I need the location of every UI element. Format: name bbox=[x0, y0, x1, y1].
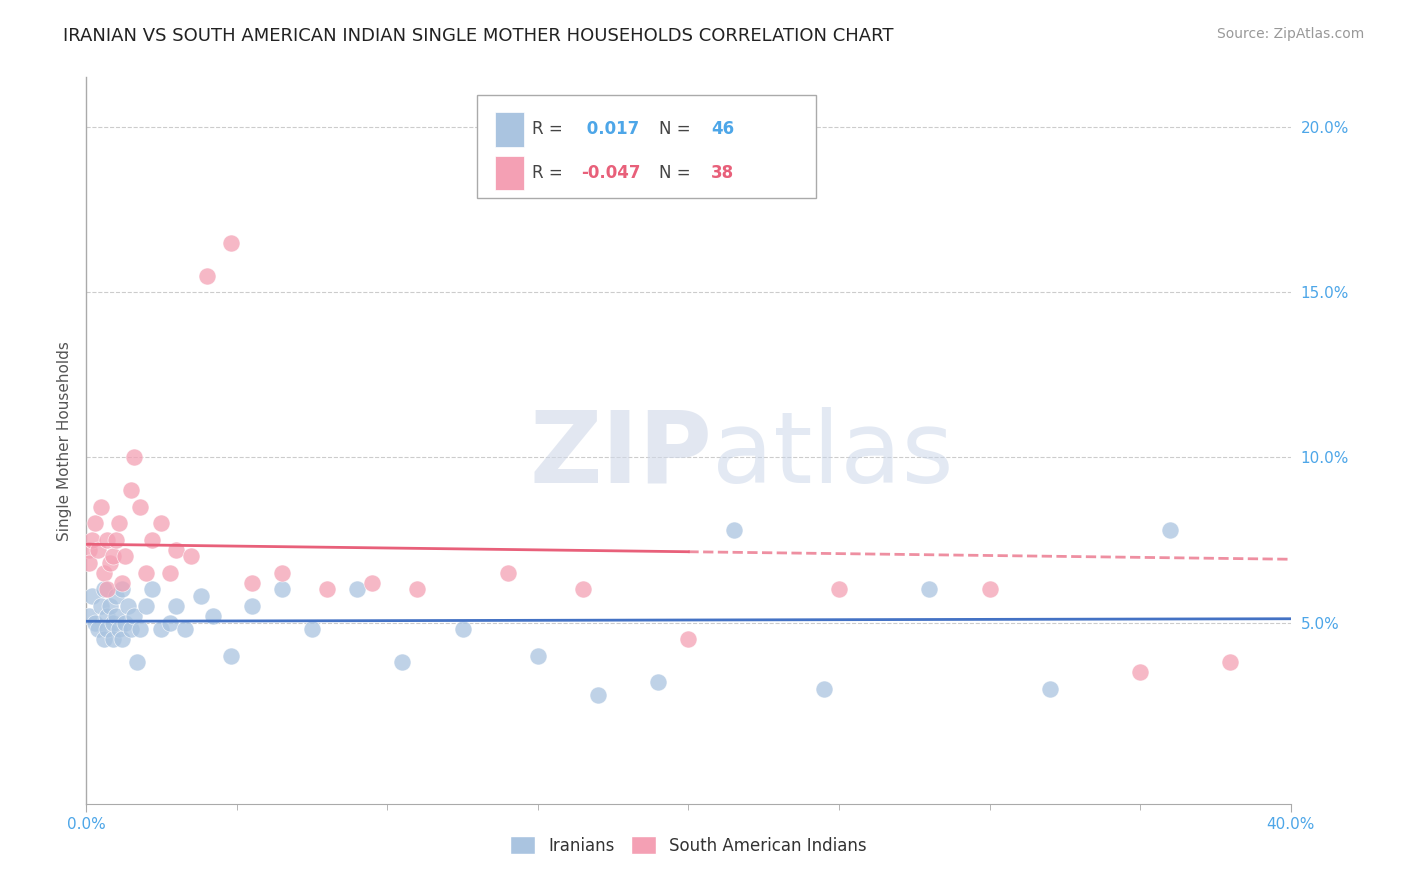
Point bbox=[527, 648, 550, 663]
Text: Source: ZipAtlas.com: Source: ZipAtlas.com bbox=[1216, 27, 1364, 41]
Point bbox=[93, 632, 115, 646]
Y-axis label: Single Mother Households: Single Mother Households bbox=[58, 341, 72, 541]
Text: R =: R = bbox=[533, 164, 568, 182]
Point bbox=[301, 622, 323, 636]
Point bbox=[87, 622, 110, 636]
Point bbox=[98, 556, 121, 570]
Point bbox=[90, 500, 112, 514]
Point bbox=[159, 615, 181, 630]
Point bbox=[141, 533, 163, 547]
Text: N =: N = bbox=[659, 120, 696, 138]
Point bbox=[828, 582, 851, 597]
Point bbox=[111, 582, 134, 597]
Text: 38: 38 bbox=[711, 164, 734, 182]
Point bbox=[316, 582, 339, 597]
Point bbox=[93, 582, 115, 597]
Point bbox=[165, 542, 187, 557]
Point bbox=[105, 533, 128, 547]
Point bbox=[979, 582, 1001, 597]
Point bbox=[120, 622, 142, 636]
Point bbox=[1219, 655, 1241, 669]
Point bbox=[647, 675, 669, 690]
Point bbox=[1159, 523, 1181, 537]
Text: 0.017: 0.017 bbox=[581, 120, 640, 138]
Point bbox=[361, 575, 384, 590]
Point bbox=[122, 608, 145, 623]
Point bbox=[77, 542, 100, 557]
Point bbox=[87, 542, 110, 557]
Point bbox=[150, 622, 173, 636]
Point bbox=[201, 608, 224, 623]
Point bbox=[96, 622, 118, 636]
Point bbox=[813, 681, 835, 696]
Point bbox=[135, 566, 157, 580]
Point bbox=[219, 648, 242, 663]
Point bbox=[127, 655, 149, 669]
Point bbox=[84, 615, 107, 630]
Point bbox=[96, 608, 118, 623]
Text: N =: N = bbox=[659, 164, 696, 182]
Point bbox=[114, 615, 136, 630]
Point bbox=[496, 566, 519, 580]
Point bbox=[80, 589, 103, 603]
Point bbox=[174, 622, 197, 636]
Point bbox=[129, 622, 152, 636]
Point bbox=[101, 632, 124, 646]
Point bbox=[108, 622, 131, 636]
Point bbox=[1129, 665, 1152, 679]
Point bbox=[111, 575, 134, 590]
Point bbox=[90, 599, 112, 613]
Point bbox=[84, 516, 107, 531]
Point bbox=[101, 549, 124, 564]
Point bbox=[141, 582, 163, 597]
Point bbox=[451, 622, 474, 636]
Point bbox=[111, 632, 134, 646]
Point bbox=[572, 582, 595, 597]
Point bbox=[122, 450, 145, 465]
Point bbox=[723, 523, 745, 537]
Text: 46: 46 bbox=[711, 120, 734, 138]
Point bbox=[117, 599, 139, 613]
Point bbox=[240, 575, 263, 590]
Point bbox=[150, 516, 173, 531]
Point bbox=[108, 516, 131, 531]
Point bbox=[270, 566, 292, 580]
Point bbox=[80, 533, 103, 547]
Text: -0.047: -0.047 bbox=[581, 164, 641, 182]
Point bbox=[391, 655, 413, 669]
Point bbox=[586, 688, 609, 702]
Point bbox=[77, 556, 100, 570]
Point bbox=[101, 615, 124, 630]
Point bbox=[120, 483, 142, 498]
Text: IRANIAN VS SOUTH AMERICAN INDIAN SINGLE MOTHER HOUSEHOLDS CORRELATION CHART: IRANIAN VS SOUTH AMERICAN INDIAN SINGLE … bbox=[63, 27, 894, 45]
Point bbox=[195, 268, 218, 283]
Point bbox=[270, 582, 292, 597]
Point bbox=[159, 566, 181, 580]
Text: ZIP: ZIP bbox=[530, 407, 713, 504]
Point bbox=[114, 549, 136, 564]
Point bbox=[96, 533, 118, 547]
Point bbox=[98, 599, 121, 613]
Point bbox=[105, 608, 128, 623]
Point bbox=[165, 599, 187, 613]
Point bbox=[219, 235, 242, 250]
Text: R =: R = bbox=[533, 120, 568, 138]
Point bbox=[180, 549, 202, 564]
Point bbox=[240, 599, 263, 613]
Point bbox=[77, 608, 100, 623]
Point bbox=[918, 582, 941, 597]
Point bbox=[1039, 681, 1062, 696]
Point bbox=[96, 582, 118, 597]
Text: atlas: atlas bbox=[713, 407, 955, 504]
Point bbox=[105, 589, 128, 603]
Point bbox=[346, 582, 368, 597]
Legend: Iranians, South American Indians: Iranians, South American Indians bbox=[503, 830, 873, 862]
Point bbox=[129, 500, 152, 514]
Point bbox=[135, 599, 157, 613]
Point bbox=[190, 589, 212, 603]
Point bbox=[93, 566, 115, 580]
Point bbox=[406, 582, 429, 597]
Point bbox=[678, 632, 700, 646]
